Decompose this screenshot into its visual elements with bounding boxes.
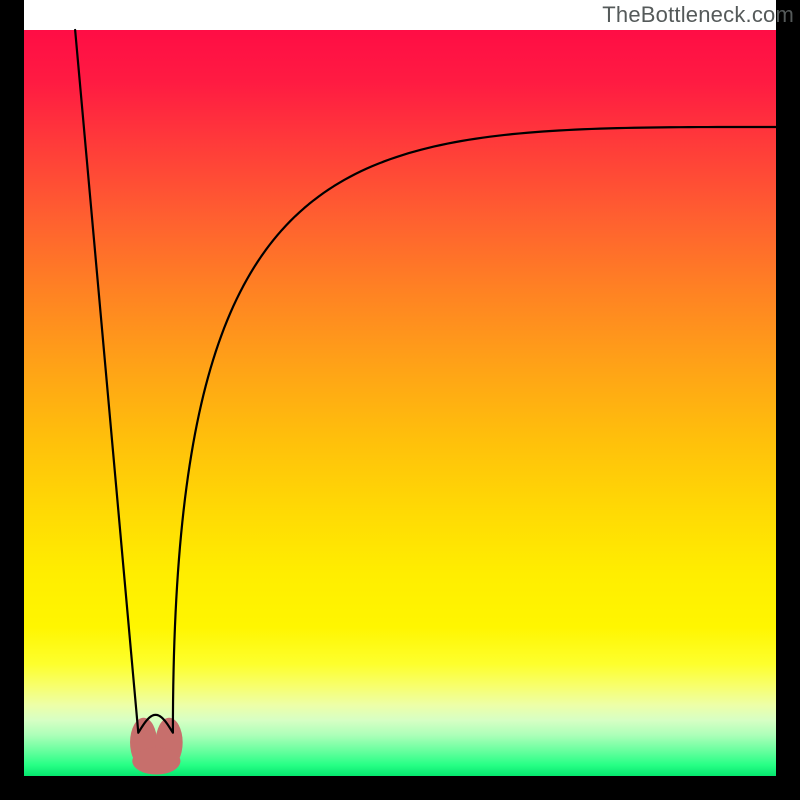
bottleneck-chart-svg [0,0,800,800]
chart-frame: TheBottleneck.com [0,0,800,800]
gradient-background [24,30,776,776]
watermark-text: TheBottleneck.com [602,2,794,28]
